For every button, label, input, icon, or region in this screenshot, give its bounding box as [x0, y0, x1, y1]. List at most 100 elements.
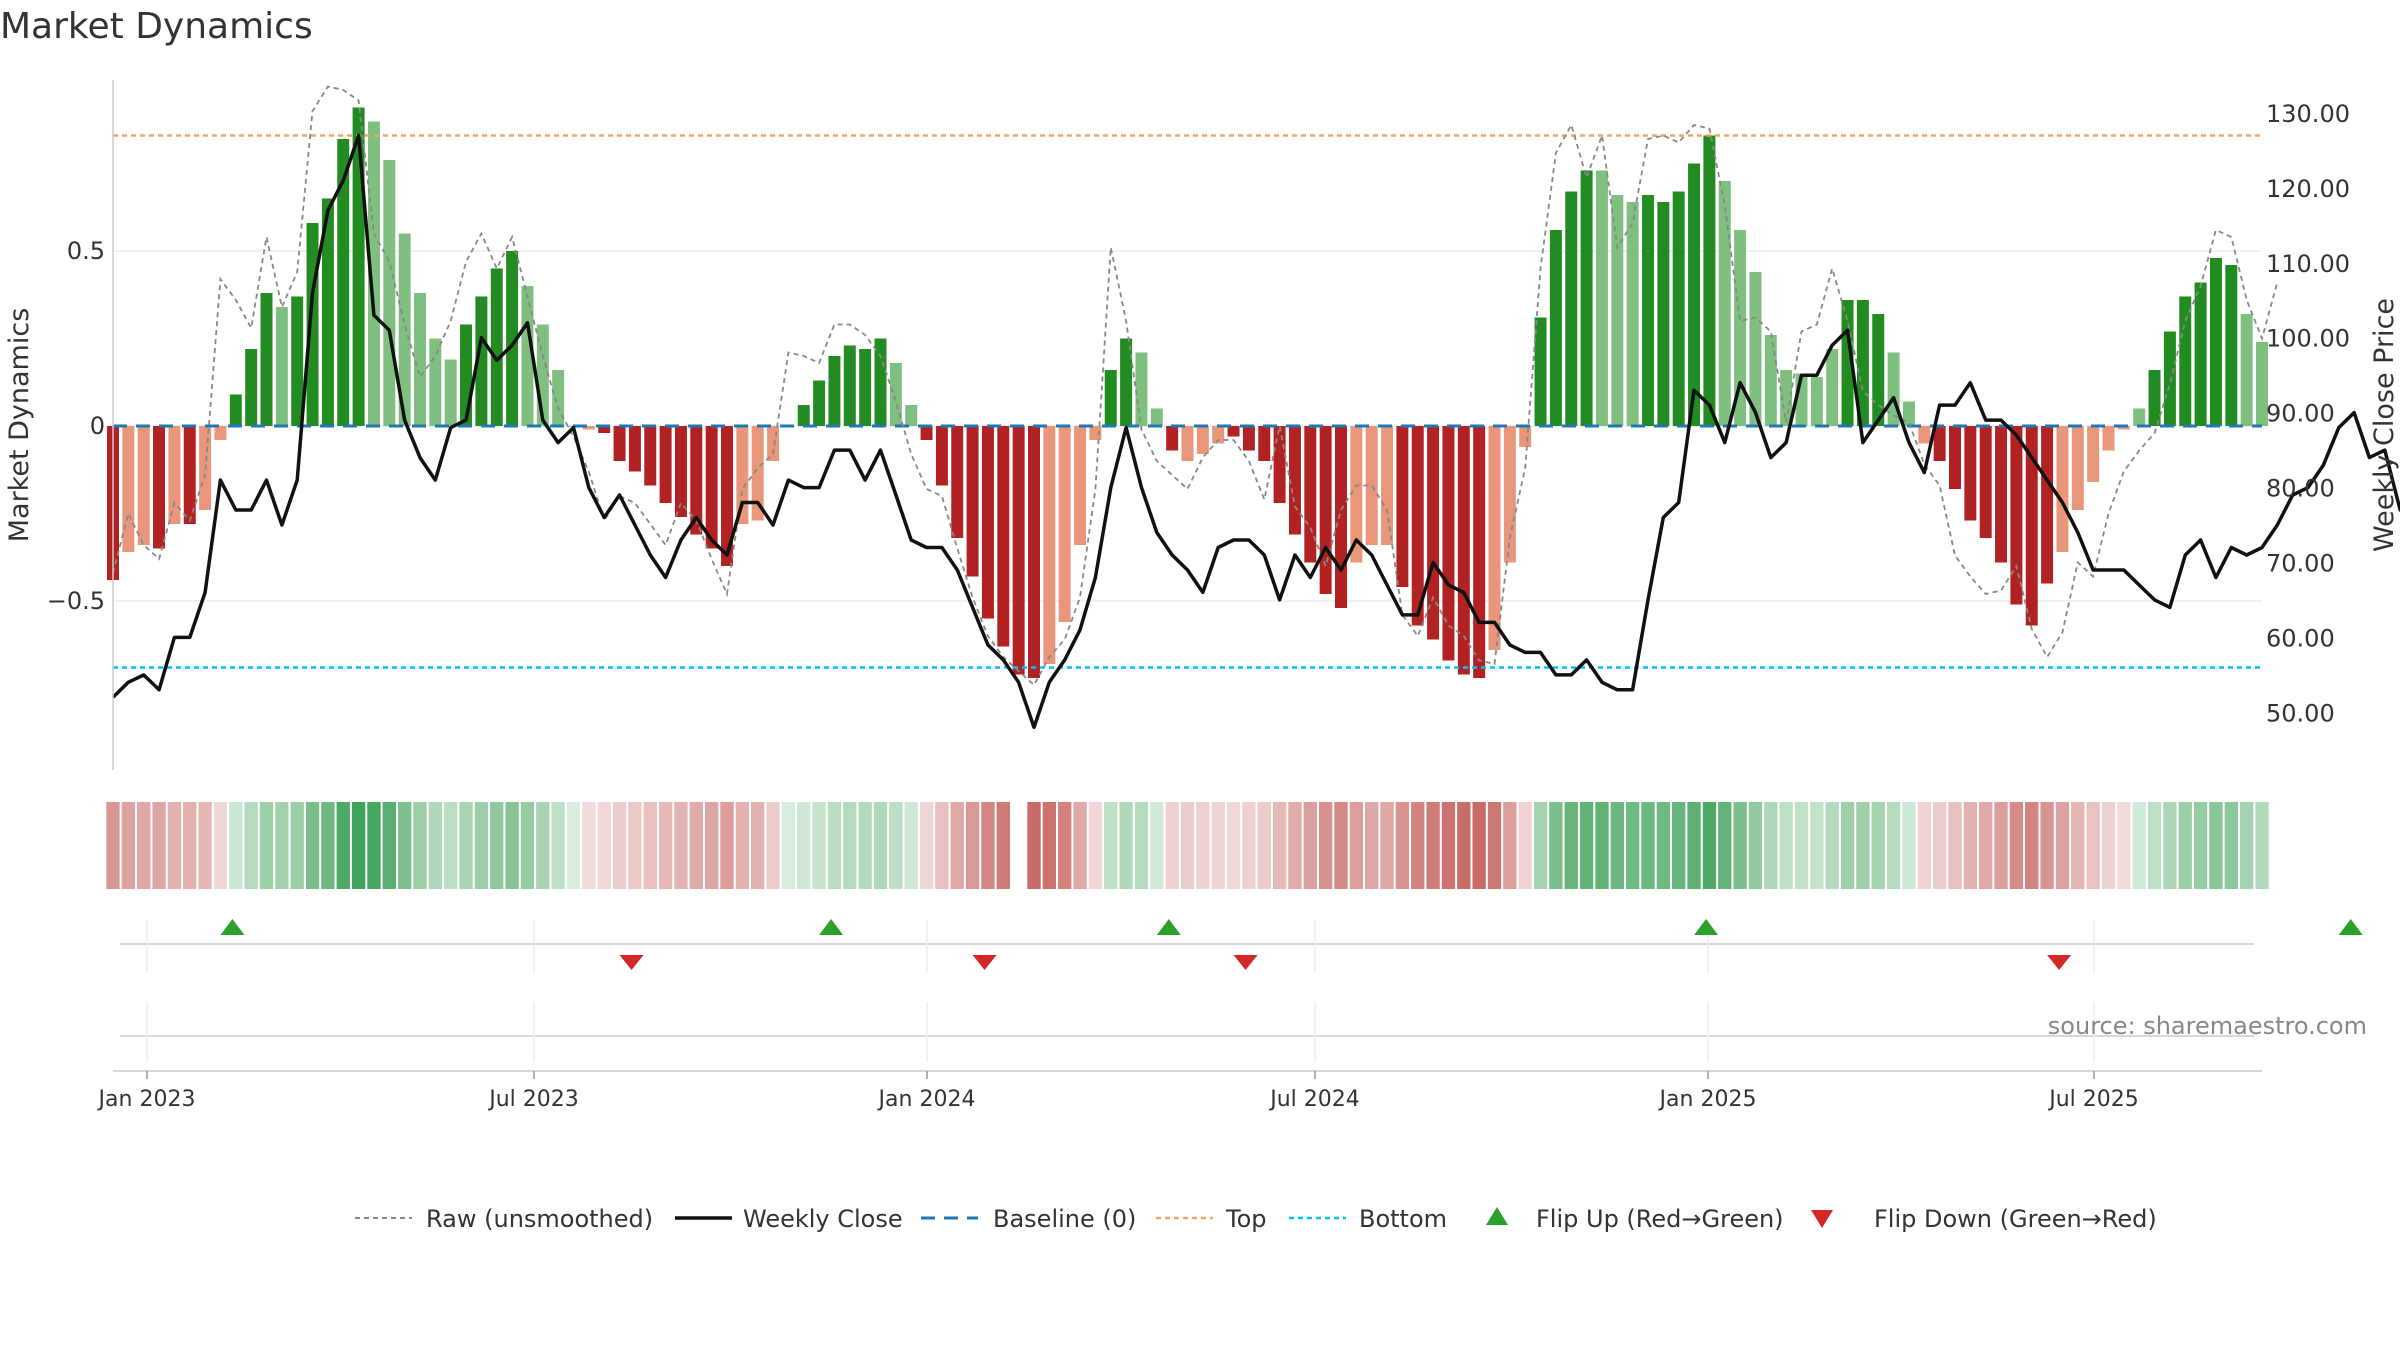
- flip-down-marker: [972, 955, 997, 970]
- bar: [1381, 426, 1394, 545]
- regime-cell: [1625, 802, 1640, 889]
- bar: [1258, 426, 1271, 461]
- regime-cell: [1104, 802, 1118, 889]
- bar: [383, 160, 396, 426]
- bar: [1150, 408, 1163, 426]
- regime-cell: [152, 802, 166, 889]
- regime-cell: [2224, 802, 2238, 889]
- bar: [1672, 191, 1685, 426]
- regime-cell: [1058, 802, 1072, 889]
- bar: [552, 370, 565, 426]
- regime-cell: [597, 802, 611, 889]
- bar: [598, 426, 611, 433]
- regime-cell: [382, 802, 396, 889]
- regime-cell: [213, 802, 228, 889]
- bar: [536, 324, 549, 426]
- legend-close-label: Weekly Close: [743, 1205, 903, 1233]
- bar: [1273, 426, 1286, 503]
- bar: [966, 426, 979, 577]
- axes-layer: 0.5 0 −0.5 50.00 60.00 70.00 80.00 90.00 100.00 1…: [47, 80, 2350, 1112]
- bar: [1350, 426, 1363, 563]
- regime-cell: [2193, 802, 2208, 889]
- regime-cell: [873, 802, 888, 889]
- regime-cell: [1886, 802, 1901, 889]
- regime-cell: [1288, 802, 1302, 889]
- regime-cell: [1794, 802, 1809, 889]
- regime-cell: [1180, 802, 1195, 889]
- bar: [1657, 202, 1670, 426]
- regime-cell: [889, 802, 903, 889]
- right-tick-label: 90.00: [2266, 400, 2335, 428]
- right-tick-label: 50.00: [2266, 699, 2335, 727]
- regime-cell: [1088, 802, 1103, 889]
- regime-cell: [1979, 802, 1993, 889]
- bar: [659, 426, 672, 503]
- bar: [2117, 426, 2130, 430]
- bars-layer: [107, 107, 2268, 678]
- regime-cell: [1963, 802, 1978, 889]
- bar: [1856, 300, 1869, 426]
- regime-cell: [198, 802, 212, 889]
- bar: [1488, 426, 1501, 650]
- regime-cell: [1211, 802, 1225, 889]
- regime-cell: [428, 802, 443, 889]
- bar: [1503, 426, 1516, 563]
- regime-cell: [996, 802, 1010, 889]
- bar: [367, 121, 380, 426]
- bar: [337, 139, 350, 426]
- legend-flip-down-label: Flip Down (Green→Red): [1874, 1205, 2157, 1233]
- bar: [444, 359, 457, 426]
- bar: [981, 426, 994, 619]
- bar: [1703, 135, 1716, 426]
- regime-cell: [720, 802, 734, 889]
- y-axis-label-right: Weekly Close Price: [2369, 298, 2400, 552]
- bar: [1795, 373, 1808, 426]
- bar: [1902, 401, 1915, 426]
- regime-cell: [536, 802, 550, 889]
- regime-cell: [1073, 802, 1087, 889]
- regime-cell: [1365, 802, 1379, 889]
- bar: [1396, 426, 1409, 587]
- regime-cell: [751, 802, 765, 889]
- regime-cell: [367, 802, 381, 889]
- regime-cell: [904, 802, 918, 889]
- regime-cell: [2132, 802, 2146, 889]
- regime-cell: [1349, 802, 1364, 889]
- bar: [1427, 426, 1440, 640]
- bar: [2209, 258, 2222, 426]
- right-tick-label: 120.00: [2266, 175, 2350, 203]
- bar: [398, 233, 411, 426]
- regime-cell: [106, 802, 120, 889]
- bar: [352, 107, 365, 426]
- bar: [275, 307, 288, 426]
- bar: [1979, 426, 1992, 538]
- bar: [1242, 426, 1255, 451]
- bar: [859, 349, 872, 426]
- bar: [1534, 317, 1547, 426]
- regime-cell: [351, 802, 366, 889]
- regime-cell: [1948, 802, 1962, 889]
- regime-cell: [981, 802, 995, 889]
- bar: [997, 426, 1010, 647]
- x-tick-label: Jul 2024: [1268, 1087, 1360, 1112]
- bar: [321, 198, 334, 426]
- regime-cell: [1027, 802, 1041, 889]
- weekly-close-line: [111, 133, 2400, 730]
- regime-cell: [1226, 802, 1241, 889]
- flip-up-marker: [1156, 919, 1181, 935]
- y-axis-label-left: Market Dynamics: [4, 308, 35, 543]
- bar: [1810, 377, 1823, 426]
- regime-cell: [935, 802, 949, 889]
- regime-cell: [735, 802, 750, 889]
- bar: [2133, 408, 2146, 426]
- regime-cell: [1748, 802, 1763, 889]
- flip-up-marker: [1694, 919, 1719, 935]
- regime-cell: [1472, 802, 1486, 889]
- regime-cell: [1533, 802, 1548, 889]
- regime-cell: [1503, 802, 1517, 889]
- regime-cell: [858, 802, 872, 889]
- regime-cell: [397, 802, 412, 889]
- regime-cell: [336, 802, 350, 889]
- bar: [628, 426, 641, 472]
- bar: [1780, 370, 1793, 426]
